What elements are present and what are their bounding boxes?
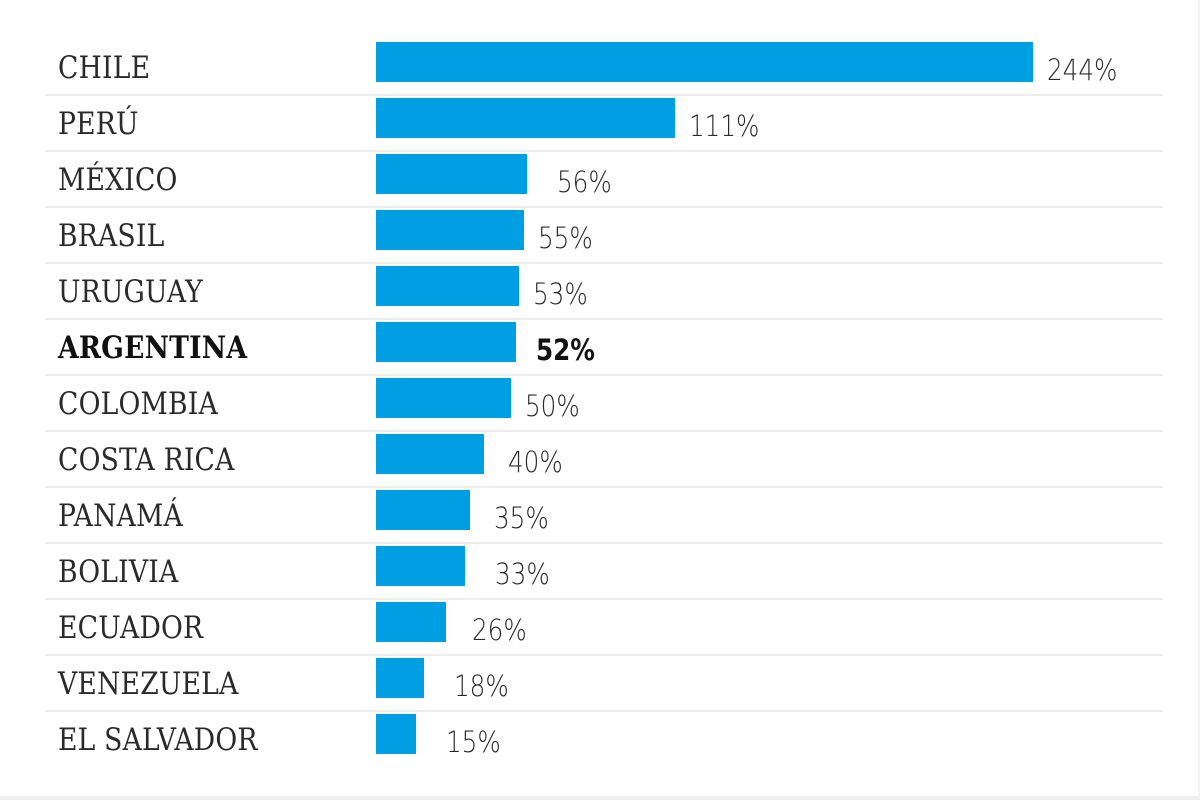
value-label: 33% [495, 557, 550, 591]
row-divider [45, 654, 1163, 656]
row-divider [45, 542, 1163, 544]
bar [376, 546, 465, 586]
bar [376, 378, 511, 418]
country-label: MÉXICO [58, 162, 178, 198]
bar-row: VENEZUELA 18% [45, 656, 1163, 712]
country-label: ECUADOR [58, 610, 204, 646]
bar [376, 42, 1033, 82]
value-label: 55% [538, 221, 593, 255]
value-label: 40% [508, 445, 563, 479]
country-label: PERÚ [58, 106, 139, 142]
bar [376, 602, 446, 642]
value-label: 18% [454, 669, 509, 703]
row-divider [45, 206, 1163, 208]
country-label: URUGUAY [58, 274, 203, 310]
row-divider [45, 150, 1163, 152]
value-label: 26% [472, 613, 527, 647]
value-label: 244% [1047, 53, 1118, 87]
value-label: 56% [557, 165, 612, 199]
row-divider [45, 598, 1163, 600]
bar-row: PANAMÁ 35% [45, 488, 1163, 544]
row-divider [45, 486, 1163, 488]
row-divider [45, 430, 1163, 432]
bar-row: BRASIL 55% [45, 208, 1163, 264]
bar [376, 154, 527, 194]
bar [376, 434, 484, 474]
bar-row: BOLIVIA 33% [45, 544, 1163, 600]
bar-row: MÉXICO 56% [45, 152, 1163, 208]
country-label: CHILE [58, 50, 151, 86]
bar [376, 98, 675, 138]
value-label: 52% [536, 333, 596, 367]
value-label: 35% [494, 501, 549, 535]
value-label: 53% [533, 277, 588, 311]
country-label: VENEZUELA [58, 666, 239, 702]
value-label: 15% [446, 725, 501, 759]
bar-row: ECUADOR 26% [45, 600, 1163, 656]
bar [376, 266, 519, 306]
bar-row: PERÚ 111% [45, 96, 1163, 152]
bar [376, 210, 524, 250]
row-divider [45, 710, 1163, 712]
row-divider [45, 94, 1163, 96]
bar-row: CHILE 244% [45, 40, 1163, 96]
country-label: BOLIVIA [58, 554, 179, 590]
row-divider [45, 262, 1163, 264]
bar [376, 714, 416, 754]
bar-row: URUGUAY 53% [45, 264, 1163, 320]
country-label: ARGENTINA [58, 330, 248, 366]
bar [376, 322, 516, 362]
country-label: BRASIL [58, 218, 165, 254]
row-divider [45, 318, 1163, 320]
bar-row: ARGENTINA 52% [45, 320, 1163, 376]
country-label: EL SALVADOR [58, 722, 258, 758]
country-label: PANAMÁ [58, 498, 183, 534]
row-divider [45, 374, 1163, 376]
bar-row: COLOMBIA 50% [45, 376, 1163, 432]
bar [376, 490, 470, 530]
bar [376, 658, 424, 698]
country-label: COSTA RICA [58, 442, 235, 478]
value-label: 111% [689, 109, 760, 143]
value-label: 50% [525, 389, 580, 423]
bar-row: EL SALVADOR 15% [45, 712, 1163, 768]
country-label: COLOMBIA [58, 386, 218, 422]
bar-row: COSTA RICA 40% [45, 432, 1163, 488]
